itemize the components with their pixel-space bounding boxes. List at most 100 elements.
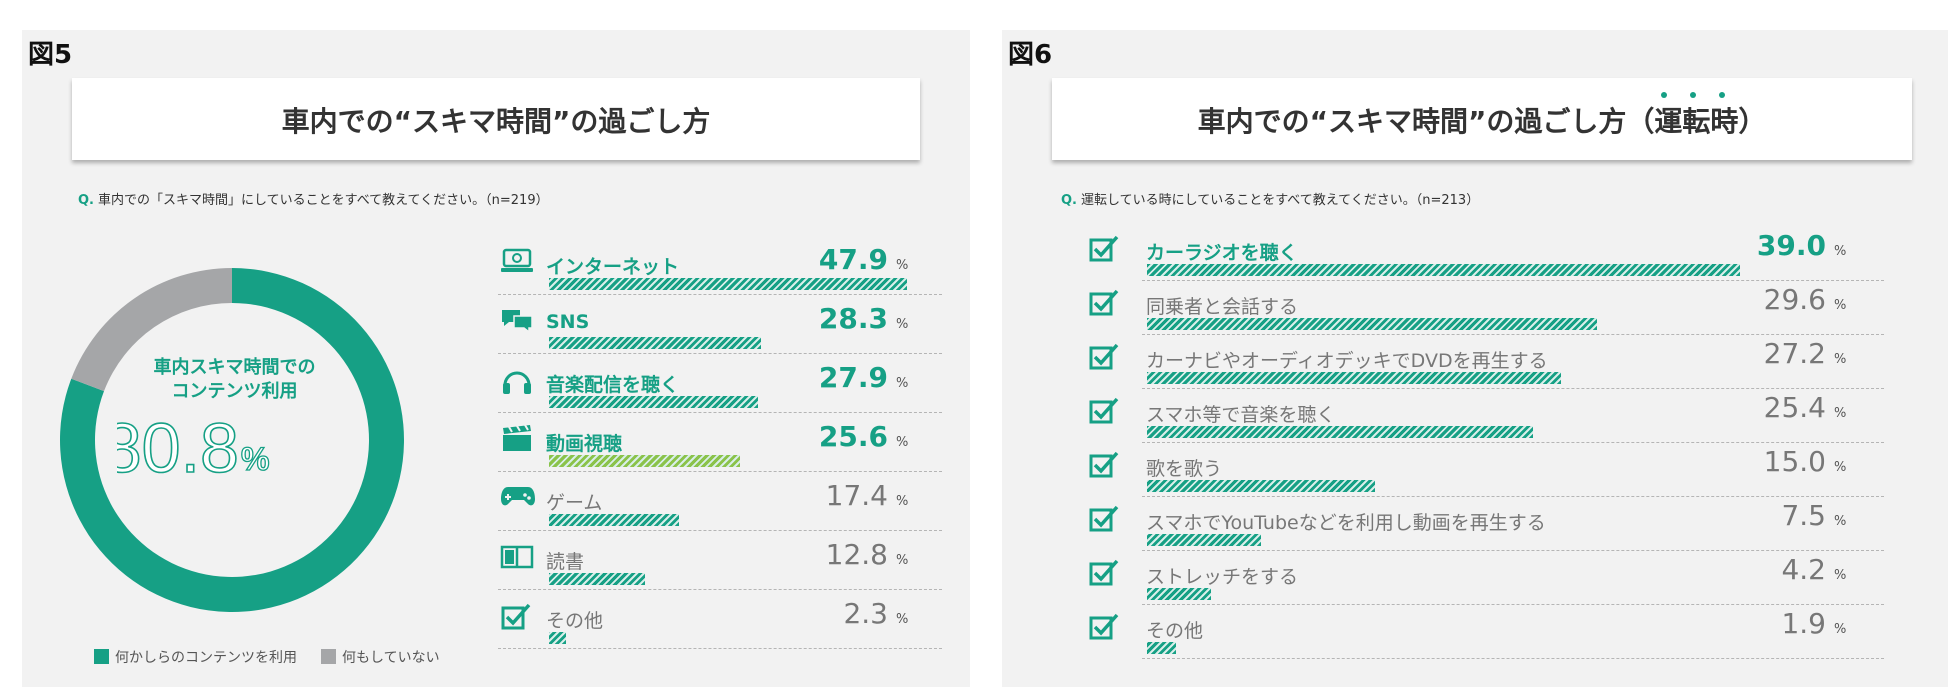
- bar-value: 25.4: [1763, 391, 1826, 424]
- legend-item-nothing: 何もしていない: [321, 647, 440, 667]
- bar-label: その他: [546, 610, 604, 632]
- checkbox-icon: [1088, 234, 1120, 268]
- figure6-question-text: 運転している時にしていることをすべて教えてください。（n=213）: [1081, 193, 1480, 208]
- bar: [549, 396, 758, 408]
- bar-label: 読書: [546, 551, 585, 573]
- bar-value-unit: %: [1834, 568, 1847, 583]
- figure6-question-prefix: Q.: [1061, 193, 1077, 208]
- bar-label: 音楽配信を聴く: [546, 374, 680, 396]
- bar-label: 歌を歌う: [1146, 458, 1223, 480]
- bar-value-unit: %: [896, 258, 909, 273]
- bar: [1147, 372, 1561, 384]
- bar-label: ゲーム: [546, 492, 603, 514]
- figure5-title-box: 車内での“スキマ時間”の過ごし方: [72, 78, 920, 160]
- figure6-title-box: 車内での“スキマ時間”の過ごし方（運転時）: [1052, 78, 1912, 160]
- checkbox-icon: [1088, 288, 1120, 322]
- bar: [1147, 534, 1262, 546]
- row-divider: [1142, 496, 1884, 497]
- legend-item-used: 何かしらのコンテンツを利用: [94, 647, 297, 667]
- row-divider: [498, 294, 942, 295]
- laptop-icon: [500, 248, 534, 278]
- figure5-question-prefix: Q.: [78, 193, 94, 208]
- bar-value: 12.8: [825, 538, 888, 571]
- bar-value: 39.0: [1756, 229, 1826, 262]
- bar-value: 27.9: [818, 361, 888, 394]
- donut-value-unit: %: [241, 441, 269, 477]
- donut-title-line2: コンテンツ利用: [171, 381, 298, 402]
- headphones-icon: [500, 366, 534, 400]
- bar: [1147, 588, 1211, 600]
- row-divider: [1142, 658, 1884, 659]
- figure5-title: 車内での“スキマ時間”の過ごし方: [281, 105, 711, 138]
- clapperboard-icon: [500, 424, 534, 457]
- donut-center-title: 車内スキマ時間での コンテンツ利用: [122, 356, 347, 404]
- bar-label: ストレッチをする: [1146, 566, 1299, 588]
- figure6-title: 車内での“スキマ時間”の過ごし方（運転時）: [1197, 105, 1767, 138]
- bar: [549, 573, 645, 585]
- bar: [549, 632, 567, 644]
- bar-value-unit: %: [1834, 460, 1847, 475]
- bar-value: 1.9: [1781, 607, 1826, 640]
- figure5-label: 図5: [28, 40, 73, 70]
- bar-label: スマホでYouTubeなどを利用し動画を再生する: [1146, 512, 1546, 534]
- bar-value-unit: %: [1834, 622, 1847, 637]
- row-divider: [498, 530, 942, 531]
- bar-value: 47.9: [818, 243, 888, 276]
- row-divider: [498, 648, 942, 649]
- bar-value: 15.0: [1763, 445, 1826, 478]
- bar-label: 動画視聴: [546, 433, 623, 455]
- bar-label: 同乗者と会話する: [1146, 296, 1299, 318]
- legend-label-nothing: 何もしていない: [342, 650, 440, 666]
- legend-swatch-gray: [321, 649, 336, 664]
- bar-label: カーナビやオーディオデッキでDVDを再生する: [1146, 350, 1548, 372]
- checkbox-icon: [1088, 450, 1120, 484]
- row-divider: [498, 353, 942, 354]
- row-divider: [498, 589, 942, 590]
- bar: [1147, 264, 1740, 276]
- bar-value-unit: %: [896, 553, 909, 568]
- checkbox-icon: [1088, 396, 1120, 430]
- gamepad-icon: [500, 484, 536, 512]
- row-divider: [1142, 334, 1884, 335]
- figure5-panel: 図5 車内での“スキマ時間”の過ごし方 Q. 車内での「スキマ時間」にしていること…: [22, 30, 970, 687]
- row-divider: [1142, 442, 1884, 443]
- figure5-question: Q. 車内での「スキマ時間」にしていることをすべて教えてください。（n=219）: [78, 189, 549, 208]
- row-divider: [1142, 280, 1884, 281]
- bar: [549, 278, 907, 290]
- bar: [1147, 480, 1376, 492]
- bar-value-unit: %: [1834, 406, 1847, 421]
- bar-value: 7.5: [1781, 499, 1826, 532]
- bar-value: 28.3: [818, 302, 888, 335]
- bar: [1147, 426, 1534, 438]
- donut-slice: [71, 268, 232, 392]
- row-divider: [498, 471, 942, 472]
- bar: [549, 337, 761, 349]
- bar-value-unit: %: [1834, 298, 1847, 313]
- bar-label: その他: [1146, 620, 1204, 642]
- bar-label: カーラジオを聴く: [1146, 242, 1298, 264]
- bar-label: インターネット: [546, 256, 680, 278]
- bar-label: SNS: [546, 311, 590, 333]
- emphasis-dot: [1690, 92, 1696, 98]
- bar-value-unit: %: [1834, 244, 1847, 259]
- bar-value-unit: %: [896, 435, 909, 450]
- checkbox-icon: [1088, 504, 1120, 538]
- legend-swatch-teal: [94, 649, 109, 664]
- bar-label: スマホ等で音楽を聴く: [1146, 404, 1336, 426]
- row-divider: [498, 412, 942, 413]
- bar: [549, 514, 680, 526]
- figure6-label: 図6: [1008, 40, 1053, 70]
- bar-value: 4.2: [1781, 553, 1826, 586]
- bar: [549, 455, 741, 467]
- book-icon: [500, 543, 534, 575]
- bar-value: 2.3: [843, 597, 888, 630]
- bar: [1147, 642, 1176, 654]
- donut-value: 80.8: [117, 410, 239, 487]
- checkbox-icon: [1088, 342, 1120, 376]
- legend-label-used: 何かしらのコンテンツを利用: [115, 650, 297, 666]
- checkbox-icon: [1088, 558, 1120, 592]
- bar-value-unit: %: [896, 317, 909, 332]
- bar-value-unit: %: [896, 376, 909, 391]
- chat-icon: [500, 307, 534, 337]
- checkbox-icon: [500, 602, 532, 636]
